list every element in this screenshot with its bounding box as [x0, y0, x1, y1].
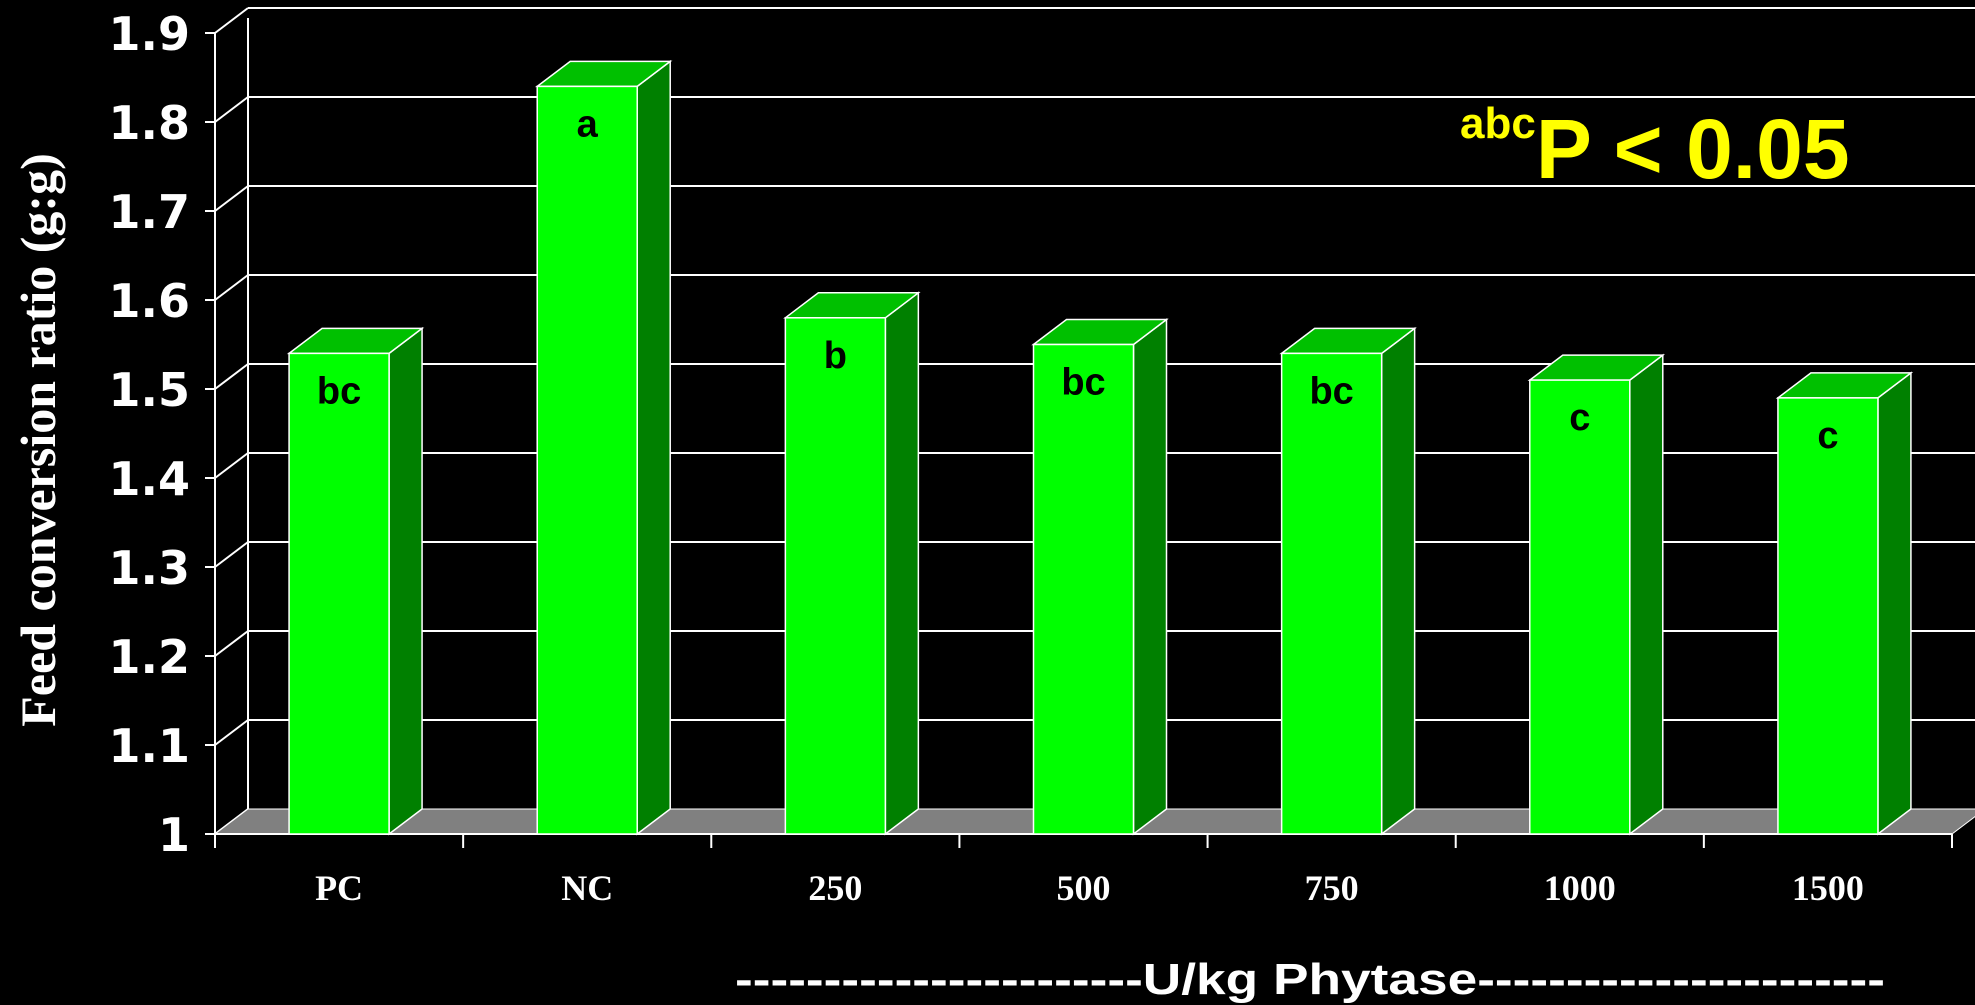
bar-letter-label: bc: [317, 370, 361, 412]
x-tick-label: 1500: [1792, 868, 1864, 908]
x-tick-label: 500: [1057, 868, 1111, 908]
y-tick-label: 1.1: [109, 719, 191, 773]
x-axis-label: -----------------------U/kg Phytase-----…: [735, 955, 1885, 1004]
y-tick-label: 1.6: [109, 274, 191, 328]
side-wall-line: [214, 630, 249, 657]
significance-text: P < 0.05: [1536, 102, 1850, 196]
y-tick-label: 1.3: [109, 541, 191, 595]
x-tick-label: 1000: [1544, 868, 1616, 908]
x-tick-label: PC: [315, 868, 363, 908]
side-wall-line: [214, 541, 249, 568]
side-wall-line: [214, 719, 249, 746]
bar-letter-label: b: [824, 335, 847, 377]
bar-letter-label: a: [577, 103, 599, 145]
bar: [1280, 352, 1383, 835]
y-tick-label: 1.7: [109, 185, 191, 239]
bar-letter-label: c: [1817, 415, 1838, 457]
bar-side: [884, 291, 920, 836]
bar-side: [1629, 353, 1664, 836]
y-tick-label: 1: [158, 808, 190, 862]
bar-letter-label: bc: [1309, 370, 1353, 412]
bars: [286, 59, 1914, 836]
y-tick-label: 1.2: [109, 630, 191, 684]
bar-side: [388, 326, 423, 836]
bar-side: [1380, 326, 1416, 836]
bar-letter-label: bc: [1061, 362, 1105, 404]
significance-annotation: abcP < 0.05: [1460, 99, 1850, 196]
bar-letter-label: c: [1569, 397, 1590, 439]
x-tick-label: 750: [1305, 868, 1359, 908]
bar: [784, 317, 887, 835]
x-tick-label: NC: [561, 868, 613, 908]
bar-side: [1877, 371, 1912, 836]
bar-side: [636, 59, 671, 836]
bar: [288, 352, 390, 835]
x-tick-label: 250: [808, 868, 862, 908]
significance-superscript: abc: [1460, 99, 1536, 148]
side-wall-line: [214, 363, 249, 390]
side-wall-line: [214, 185, 249, 212]
tick-labels: 1 1.1 1.2 1.3 1.4 1.5 1.6 1.7 1.8 1.9 bc PC a NC b 250 b…: [109, 7, 1864, 908]
bar: [1777, 397, 1879, 835]
side-wall-line: [214, 274, 249, 301]
y-tick-label: 1.8: [109, 96, 191, 150]
bar: [1529, 379, 1631, 835]
side-wall-line: [214, 452, 249, 479]
side-wall-line: [214, 7, 249, 34]
bar: [1032, 343, 1135, 835]
y-tick-label: 1.9: [109, 7, 191, 61]
bar: [536, 85, 638, 835]
y-axis-label: Feed conversion ratio (g:g): [10, 153, 66, 726]
y-tick-label: 1.4: [109, 452, 191, 506]
y-tick-label: 1.5: [109, 363, 191, 417]
side-wall-line: [214, 96, 249, 123]
bar-side: [1132, 317, 1168, 836]
